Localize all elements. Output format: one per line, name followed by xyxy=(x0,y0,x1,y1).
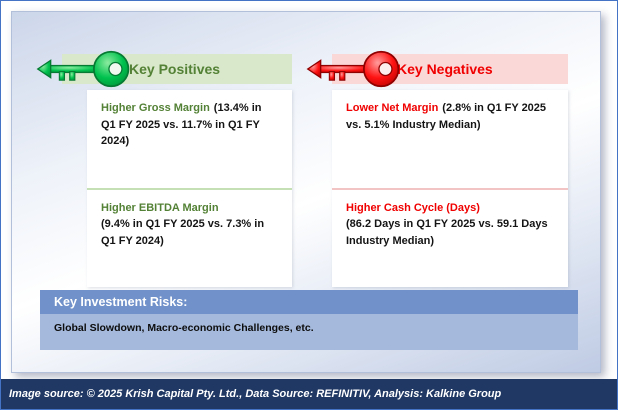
key-positives-title: Key Positives xyxy=(129,61,221,77)
negative-item-title: Higher Cash Cycle (Days) xyxy=(346,201,480,214)
positives-divider xyxy=(87,187,292,190)
positive-item-detail: (13.4% in Q1 FY 2025 vs. 11.7% in Q1 FY … xyxy=(101,102,262,147)
negative-item-net-margin: Lower Net Margin (2.8% in Q1 FY 2025 vs. … xyxy=(332,90,568,188)
positive-item-gross-margin: Higher Gross Margin (13.4% in Q1 FY 2025 … xyxy=(87,90,292,188)
positive-item-title: Higher Gross Margin xyxy=(101,102,210,114)
main-panel: Key Positives Key Negatives xyxy=(11,11,601,373)
source-footer-text: Image source: © 2025 Krish Capital Pty. … xyxy=(9,388,502,400)
red-key-icon xyxy=(306,50,400,88)
source-footer: Image source: © 2025 Krish Capital Pty. … xyxy=(1,379,617,409)
negative-item-title: Lower Net Margin xyxy=(346,102,439,114)
negative-item-detail: (86.2 Days in Q1 FY 2025 vs. 59.1 Days I… xyxy=(346,218,548,247)
key-investment-risks-section: Key Investment Risks: Global Slowdown, M… xyxy=(40,290,578,350)
green-key-icon xyxy=(36,50,130,88)
positive-item-title: Higher EBITDA Margin xyxy=(101,201,219,214)
risks-header: Key Investment Risks: xyxy=(40,290,578,314)
negative-item-cash-cycle: Higher Cash Cycle (Days) (86.2 Days in Q1… xyxy=(332,190,568,288)
risks-text: Global Slowdown, Macro-economic Challeng… xyxy=(40,314,578,350)
positive-item-ebitda-margin: Higher EBITDA Margin (9.4% in Q1 FY 2025 … xyxy=(87,190,292,288)
positive-item-detail: (9.4% in Q1 FY 2025 vs. 7.3% in Q1 FY 20… xyxy=(101,218,265,247)
key-positives-card: Higher Gross Margin (13.4% in Q1 FY 2025 … xyxy=(87,90,292,287)
key-negatives-card: Lower Net Margin (2.8% in Q1 FY 2025 vs. … xyxy=(332,90,568,287)
negatives-divider xyxy=(332,187,568,190)
key-negatives-title: Key Negatives xyxy=(397,61,493,77)
negative-item-detail: (2.8% in Q1 FY 2025 vs. 5.1% Industry Me… xyxy=(346,102,547,131)
